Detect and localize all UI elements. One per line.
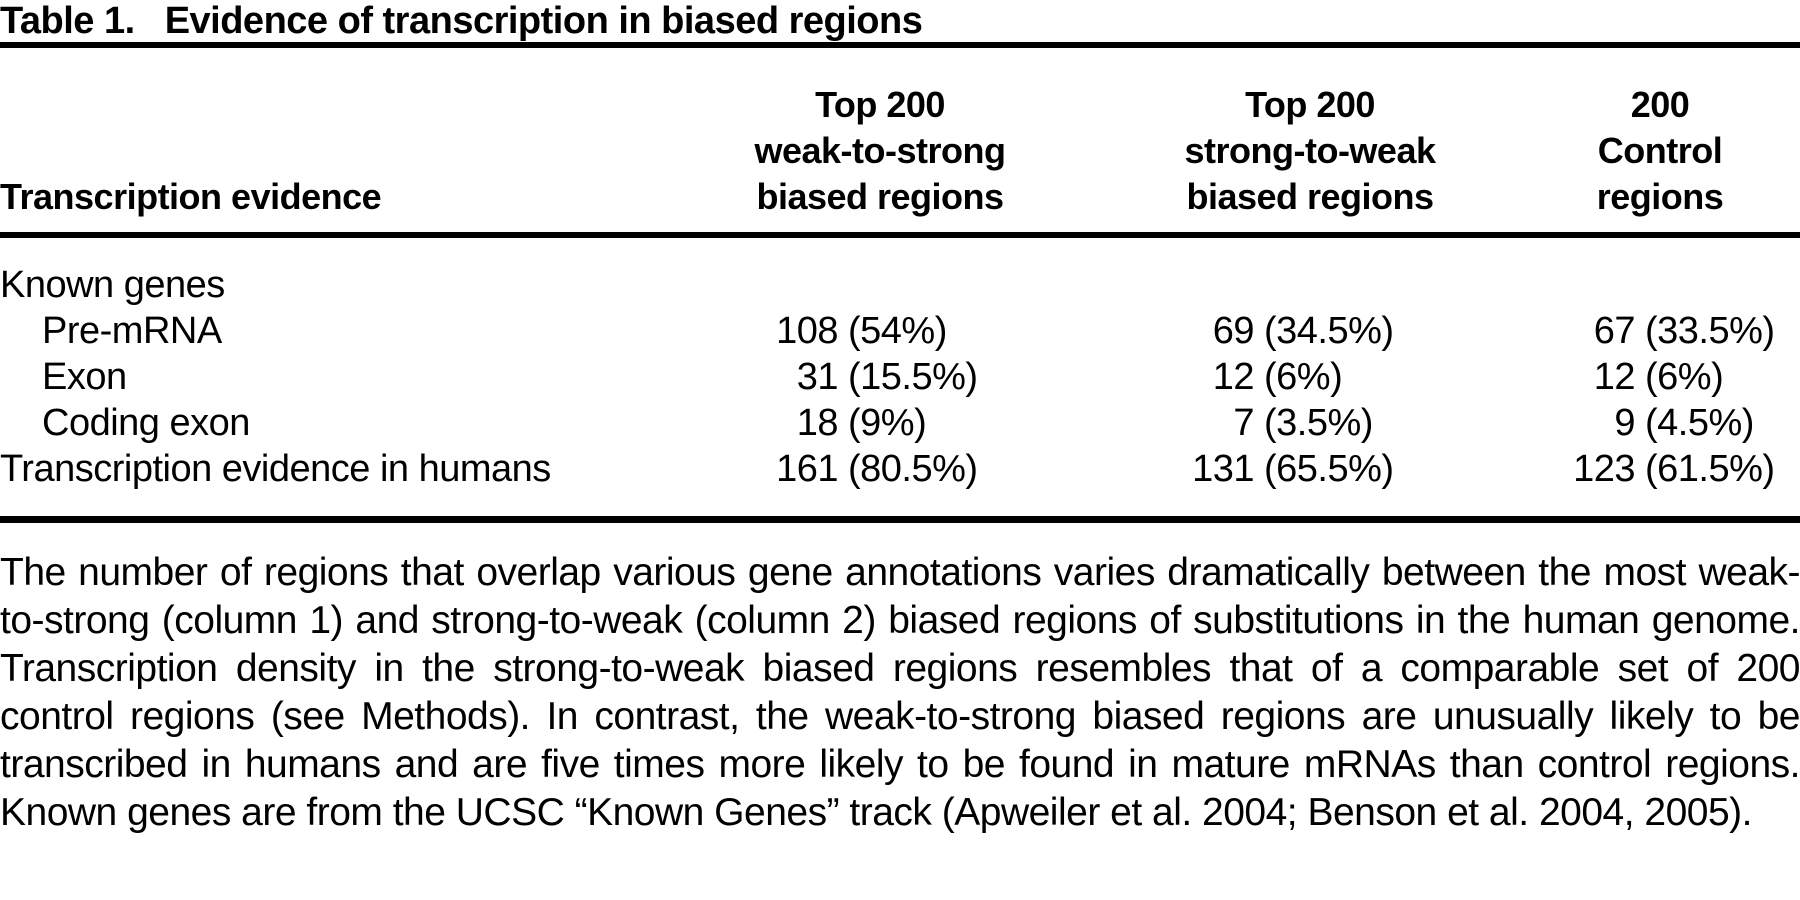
table-cell [660, 262, 1100, 308]
header-line: regions [1596, 176, 1724, 217]
cell-percent: (9%) [848, 402, 927, 444]
header-line: Top 200 [1245, 84, 1375, 125]
table-number-label: Table 1. [0, 0, 135, 42]
cell-count: 9 [1614, 402, 1635, 444]
cell-count: 131 [1192, 448, 1254, 490]
table-cell: 123 (61.5%) [1520, 446, 1800, 492]
table-cell [1100, 262, 1520, 308]
table-cell: 69 (34.5%) [1100, 308, 1520, 354]
cell-percent: (15.5%) [848, 356, 978, 398]
cell-percent: (4.5%) [1645, 402, 1754, 444]
cell-count: 18 [796, 402, 839, 444]
cell-count: 69 [1212, 310, 1255, 352]
table-row: Known genes [0, 262, 1800, 308]
row-label: Exon [42, 356, 127, 398]
header-line: strong-to-weak [1184, 130, 1436, 171]
cell-percent: (33.5%) [1645, 310, 1775, 352]
table-row: Coding exon 18 (9%) 7 (3.5%) 9 (4.5%) [0, 400, 1800, 446]
table-cell: 12 (6%) [1100, 354, 1520, 400]
cell-count: 7 [1233, 402, 1254, 444]
header-weak-to-strong: Top 200 weak-to-strong biased regions [660, 82, 1100, 220]
table-title: Table 1. Evidence of transcription in bi… [0, 0, 1800, 48]
cell-count: 108 [776, 310, 838, 352]
header-line: Top 200 [815, 84, 945, 125]
header-line: biased regions [756, 176, 1004, 217]
header-line: Control [1597, 130, 1723, 171]
table-title-text: Evidence of transcription in biased regi… [164, 0, 923, 42]
cell-percent: (80.5%) [848, 448, 978, 490]
header-control-regions: 200 Control regions [1520, 82, 1800, 220]
table-caption: The number of regions that overlap vario… [0, 551, 1800, 834]
table-cell [1520, 262, 1800, 308]
table-cell: 12 (6%) [1520, 354, 1800, 400]
table-header-row: Transcription evidence Top 200 weak-to-s… [0, 48, 1800, 238]
table-cell: 31 (15.5%) [660, 354, 1100, 400]
row-label: Known genes [0, 264, 225, 306]
cell-percent: (54%) [848, 310, 947, 352]
table-row: Exon 31 (15.5%) 12 (6%) 12 (6%) [0, 354, 1800, 400]
cell-percent: (65.5%) [1264, 448, 1394, 490]
header-strong-to-weak: Top 200 strong-to-weak biased regions [1100, 82, 1520, 220]
row-label: Coding exon [42, 402, 250, 444]
header-line: biased regions [1186, 176, 1434, 217]
cell-percent: (3.5%) [1264, 402, 1373, 444]
table-cell: 7 (3.5%) [1100, 400, 1520, 446]
cell-percent: (61.5%) [1645, 448, 1775, 490]
table-cell: 131 (65.5%) [1100, 446, 1520, 492]
cell-count: 161 [776, 448, 838, 490]
cell-count: 12 [1593, 356, 1636, 398]
cell-count: 12 [1212, 356, 1255, 398]
header-transcription-evidence: Transcription evidence [0, 176, 382, 217]
row-label: Pre-mRNA [42, 310, 222, 352]
row-label: Transcription evidence in humans [0, 448, 551, 490]
table-cell: 9 (4.5%) [1520, 400, 1800, 446]
cell-count: 67 [1593, 310, 1636, 352]
header-line: weak-to-strong [754, 130, 1006, 171]
table-body: Known genes Pre-mRNA 108 (54%) 69 (34.5%) … [0, 238, 1800, 523]
cell-count: 31 [796, 356, 839, 398]
header-line: 200 [1630, 84, 1690, 125]
table-cell: 67 (33.5%) [1520, 308, 1800, 354]
cell-count: 123 [1573, 448, 1635, 490]
table-cell: 161 (80.5%) [660, 446, 1100, 492]
cell-percent: (6%) [1645, 356, 1724, 398]
table-row: Transcription evidence in humans 161 (80.… [0, 446, 1800, 492]
table-cell: 18 (9%) [660, 400, 1100, 446]
table-cell: 108 (54%) [660, 308, 1100, 354]
cell-percent: (34.5%) [1264, 310, 1394, 352]
table-row: Pre-mRNA 108 (54%) 69 (34.5%) 67 (33.5%) [0, 308, 1800, 354]
cell-percent: (6%) [1264, 356, 1343, 398]
